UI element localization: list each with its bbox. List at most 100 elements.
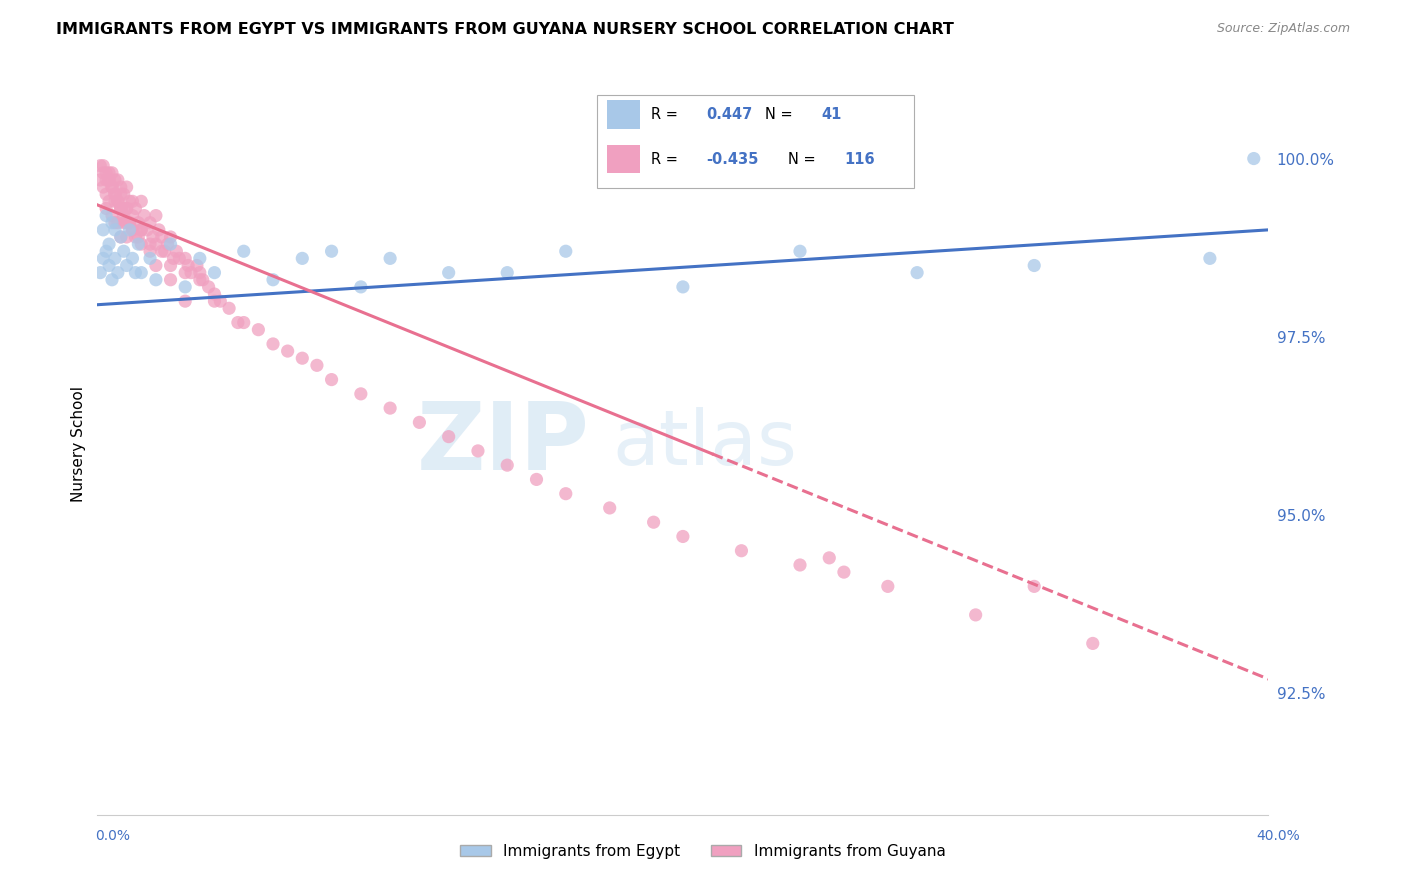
Point — [730, 543, 752, 558]
Point — [121, 194, 143, 209]
Point — [876, 579, 898, 593]
Point — [153, 244, 176, 259]
Point — [159, 230, 181, 244]
Point — [107, 194, 129, 209]
Point — [188, 273, 211, 287]
Point — [101, 180, 124, 194]
Point — [139, 252, 162, 266]
Point — [150, 244, 173, 259]
Point — [789, 244, 811, 259]
Point — [672, 529, 695, 543]
Point — [129, 266, 152, 280]
Point — [115, 180, 138, 194]
Point — [142, 230, 165, 244]
Point — [145, 273, 167, 287]
Point — [188, 252, 211, 266]
Point — [110, 202, 132, 216]
Point — [599, 500, 621, 515]
Point — [104, 252, 127, 266]
Point — [124, 266, 146, 280]
Point — [104, 223, 127, 237]
Point — [496, 266, 519, 280]
Point — [112, 187, 135, 202]
Point — [118, 194, 141, 209]
Point — [98, 173, 121, 187]
Point — [101, 166, 124, 180]
Point — [186, 259, 208, 273]
Point — [124, 202, 146, 216]
Point — [177, 259, 200, 273]
Point — [104, 194, 127, 209]
Point — [305, 359, 328, 373]
Point — [94, 209, 117, 223]
Point — [94, 202, 117, 216]
Point — [107, 194, 129, 209]
Point — [129, 223, 152, 237]
Point — [169, 252, 191, 266]
Point — [129, 237, 152, 252]
Point — [905, 266, 928, 280]
Point — [115, 202, 138, 216]
Point — [437, 266, 460, 280]
Point — [191, 273, 214, 287]
Point — [101, 180, 124, 194]
Point — [115, 202, 138, 216]
Text: atlas: atlas — [613, 407, 797, 481]
Point — [174, 294, 197, 309]
Point — [554, 244, 576, 259]
Point — [94, 166, 117, 180]
Point — [121, 223, 143, 237]
Point — [197, 280, 219, 294]
Point — [98, 237, 121, 252]
Text: 40.0%: 40.0% — [1257, 830, 1301, 843]
Point — [218, 301, 240, 316]
Point — [124, 230, 146, 244]
Point — [98, 166, 121, 180]
Point — [94, 244, 117, 259]
Point — [110, 202, 132, 216]
Point — [148, 223, 170, 237]
Point — [115, 259, 138, 273]
Point — [162, 252, 184, 266]
Text: N =: N = — [789, 152, 815, 167]
Point — [110, 230, 132, 244]
Point — [1243, 152, 1265, 166]
Point — [204, 287, 226, 301]
Point — [118, 216, 141, 230]
Point — [115, 230, 138, 244]
Bar — [607, 101, 640, 128]
Point — [247, 323, 270, 337]
Point — [98, 173, 121, 187]
Point — [129, 223, 152, 237]
Point — [232, 244, 254, 259]
Point — [174, 266, 197, 280]
Point — [127, 230, 149, 244]
Point — [91, 159, 114, 173]
Point — [204, 266, 226, 280]
Point — [127, 237, 149, 252]
Text: IMMIGRANTS FROM EGYPT VS IMMIGRANTS FROM GUYANA NURSERY SCHOOL CORRELATION CHART: IMMIGRANTS FROM EGYPT VS IMMIGRANTS FROM… — [56, 22, 955, 37]
Point — [115, 216, 138, 230]
Point — [321, 373, 343, 387]
Point — [643, 515, 665, 529]
Point — [139, 237, 162, 252]
Point — [112, 244, 135, 259]
Point — [104, 173, 127, 187]
Point — [291, 252, 314, 266]
Point — [232, 316, 254, 330]
Point — [554, 486, 576, 500]
Point — [110, 202, 132, 216]
Point — [118, 216, 141, 230]
Point — [89, 266, 111, 280]
Point — [98, 259, 121, 273]
Point — [145, 259, 167, 273]
Point — [965, 607, 987, 622]
Point — [159, 273, 181, 287]
Point — [1199, 252, 1222, 266]
Point — [118, 223, 141, 237]
Point — [121, 223, 143, 237]
Point — [277, 344, 299, 359]
Text: Source: ZipAtlas.com: Source: ZipAtlas.com — [1216, 22, 1350, 36]
Point — [104, 187, 127, 202]
Point — [226, 316, 249, 330]
